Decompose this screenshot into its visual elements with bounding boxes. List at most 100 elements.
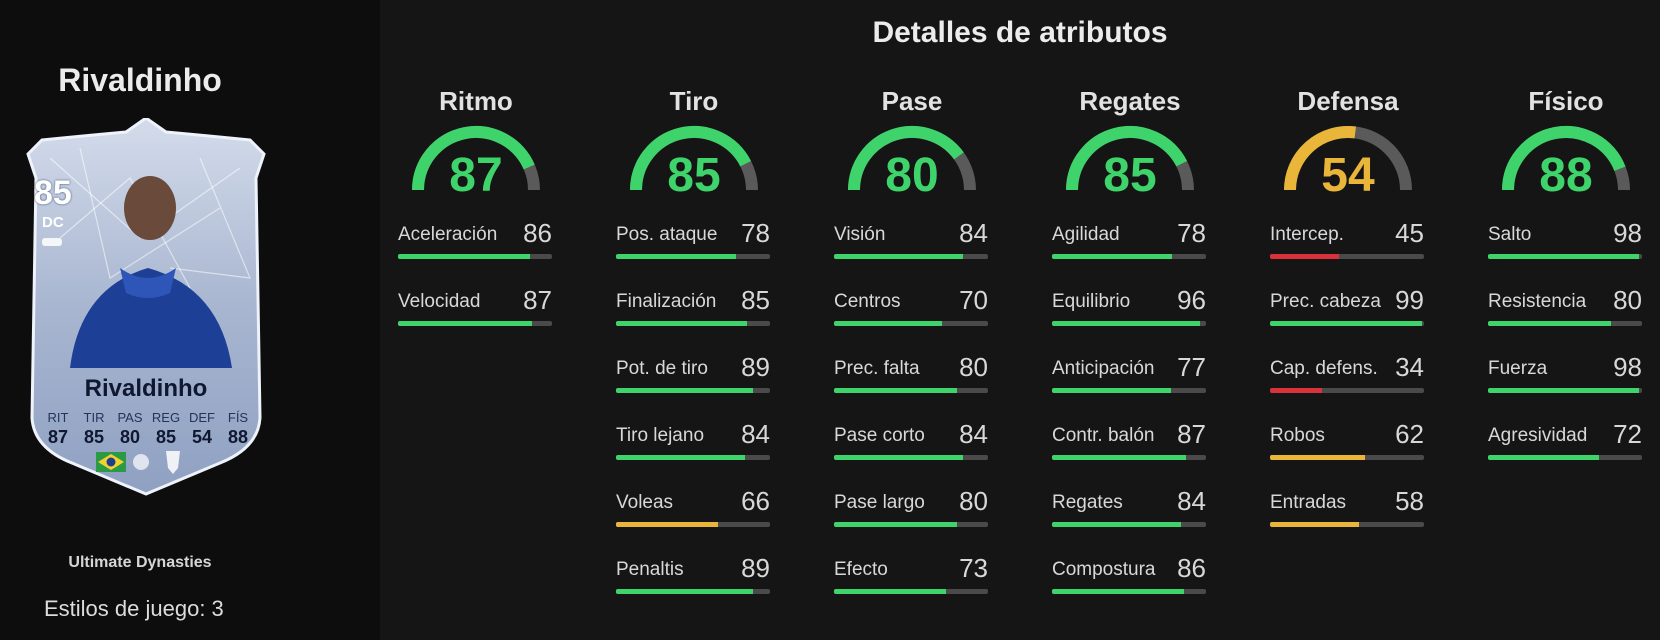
- attribute-bar: [1052, 589, 1206, 594]
- card-stat-labels: RIT TIR PAS REG DEF FÍS: [42, 410, 254, 425]
- player-panel: Rivaldinho: [0, 0, 380, 640]
- category-gauge: 87: [398, 122, 554, 204]
- attribute-bar-fill: [1270, 522, 1360, 527]
- attribute-row[interactable]: Robos 62: [1270, 413, 1426, 480]
- card-stat-label: PAS: [117, 410, 143, 425]
- card-name: Rivaldinho: [84, 375, 208, 402]
- attribute-row[interactable]: Agresividad 72: [1488, 413, 1644, 480]
- category-rating: 80: [885, 149, 939, 202]
- attribute-value: 99: [1395, 285, 1424, 315]
- card-position: DC: [42, 214, 64, 231]
- attribute-value: 84: [959, 218, 988, 248]
- card-stat-label: TIR: [83, 410, 105, 425]
- attribute-value: 84: [959, 419, 988, 449]
- attribute-row[interactable]: Anticipación 77: [1052, 346, 1208, 413]
- attribute-bar: [1270, 321, 1424, 326]
- attribute-bar: [834, 522, 988, 527]
- attribute-row[interactable]: Pase largo 80: [834, 480, 990, 547]
- attribute-value: 86: [523, 218, 552, 248]
- attribute-row[interactable]: Prec. falta 80: [834, 346, 990, 413]
- attribute-row[interactable]: Tiro lejano 84: [616, 413, 772, 480]
- card-stat-value: 54: [191, 427, 213, 447]
- attribute-label: Tiro lejano: [616, 425, 705, 446]
- attribute-value: 80: [959, 486, 988, 516]
- card-stat-label: RIT: [47, 410, 69, 425]
- attribute-row[interactable]: Efecto 73: [834, 547, 990, 614]
- attribute-row[interactable]: Regates 84: [1052, 480, 1208, 547]
- attribute-label: Regates: [1052, 492, 1123, 513]
- attribute-row[interactable]: Centros 70: [834, 279, 990, 346]
- attribute-value: 70: [959, 285, 988, 315]
- attribute-value: 45: [1395, 218, 1424, 248]
- card-stat-label: FÍS: [227, 410, 249, 425]
- attribute-bar-fill: [1270, 254, 1340, 259]
- category-rating: 85: [1103, 149, 1157, 202]
- attribute-label: Entradas: [1270, 492, 1347, 513]
- gauge-fill: [848, 126, 964, 191]
- attribute-bar-fill: [616, 522, 718, 527]
- attribute-row[interactable]: Fuerza 98: [1488, 346, 1644, 413]
- attribute-list: Pos. ataque 78 Finalización 85 Pot. de tiro 8…: [616, 212, 772, 614]
- attribute-bar-fill: [1052, 321, 1200, 326]
- attribute-row[interactable]: Penaltis 89: [616, 547, 772, 614]
- attribute-bar: [616, 254, 770, 259]
- attribute-label: Velocidad: [398, 291, 481, 312]
- attribute-bar: [616, 388, 770, 393]
- category-2: Pase 80 Visión 84 Centros 70 Prec. falta 80 Pase…: [834, 86, 990, 614]
- attribute-bar: [834, 321, 988, 326]
- attribute-bar: [1270, 455, 1424, 460]
- attribute-label: Centros: [834, 291, 901, 312]
- attribute-row[interactable]: Agilidad 78: [1052, 212, 1208, 279]
- attribute-label: Compostura: [1052, 559, 1156, 580]
- attribute-row[interactable]: Aceleración 86: [398, 212, 554, 279]
- attribute-bar: [1052, 388, 1206, 393]
- attribute-row[interactable]: Voleas 66: [616, 480, 772, 547]
- attribute-row[interactable]: Salto 98: [1488, 212, 1644, 279]
- attribute-row[interactable]: Compostura 86: [1052, 547, 1208, 614]
- attribute-row[interactable]: Finalización 85: [616, 279, 772, 346]
- attribute-row[interactable]: Cap. defens. 34: [1270, 346, 1426, 413]
- attribute-bar-fill: [616, 589, 754, 594]
- attribute-label: Agresividad: [1488, 425, 1588, 446]
- attribute-value: 66: [741, 486, 770, 516]
- attribute-label: Salto: [1488, 224, 1532, 245]
- attribute-bar: [1052, 522, 1206, 527]
- attribute-bar: [1488, 254, 1642, 259]
- attribute-row[interactable]: Intercep. 45: [1270, 212, 1426, 279]
- attribute-value: 86: [1177, 553, 1206, 583]
- attribute-row[interactable]: Visión 84: [834, 212, 990, 279]
- category-gauge: 85: [616, 122, 772, 204]
- category-4: Defensa 54 Intercep. 45 Prec. cabeza 99 Cap. d…: [1270, 86, 1426, 547]
- playstyles-count[interactable]: Estilos de juego: 3: [44, 596, 224, 621]
- attribute-label: Finalización: [616, 291, 717, 312]
- attribute-list: Agilidad 78 Equilibrio 96 Anticipación 77 Cont…: [1052, 212, 1208, 614]
- category-gauge: 88: [1488, 122, 1644, 204]
- attribute-value: 73: [959, 553, 988, 583]
- attribute-row[interactable]: Prec. cabeza 99: [1270, 279, 1426, 346]
- attribute-bar-fill: [834, 321, 942, 326]
- attribute-value: 84: [1177, 486, 1206, 516]
- attribute-bar: [616, 455, 770, 460]
- attribute-row[interactable]: Equilibrio 96: [1052, 279, 1208, 346]
- player-card[interactable]: 85 DC Rivaldinho RIT TIR PAS REG DEF FÍS…: [20, 118, 272, 496]
- attribute-bar-fill: [616, 388, 754, 393]
- attribute-label: Prec. falta: [834, 358, 920, 379]
- attribute-value: 87: [523, 285, 552, 315]
- attribute-row[interactable]: Pase corto 84: [834, 413, 990, 480]
- attribute-row[interactable]: Resistencia 80: [1488, 279, 1644, 346]
- attribute-row[interactable]: Entradas 58: [1270, 480, 1426, 547]
- attribute-label: Efecto: [834, 559, 888, 580]
- attribute-label: Pot. de tiro: [616, 358, 708, 379]
- attribute-bar: [398, 254, 552, 259]
- attribute-bar: [834, 388, 988, 393]
- attribute-row[interactable]: Velocidad 87: [398, 279, 554, 346]
- card-rating: 85: [34, 174, 72, 212]
- attribute-value: 98: [1613, 352, 1642, 382]
- category-0: Ritmo 87 Aceleración 86 Velocidad 87: [398, 86, 554, 346]
- attribute-row[interactable]: Pos. ataque 78: [616, 212, 772, 279]
- attribute-row[interactable]: Pot. de tiro 89: [616, 346, 772, 413]
- attribute-label: Pase largo: [834, 492, 925, 513]
- attribute-label: Contr. balón: [1052, 425, 1155, 446]
- attribute-list: Intercep. 45 Prec. cabeza 99 Cap. defens. 34 R…: [1270, 212, 1426, 547]
- attribute-row[interactable]: Contr. balón 87: [1052, 413, 1208, 480]
